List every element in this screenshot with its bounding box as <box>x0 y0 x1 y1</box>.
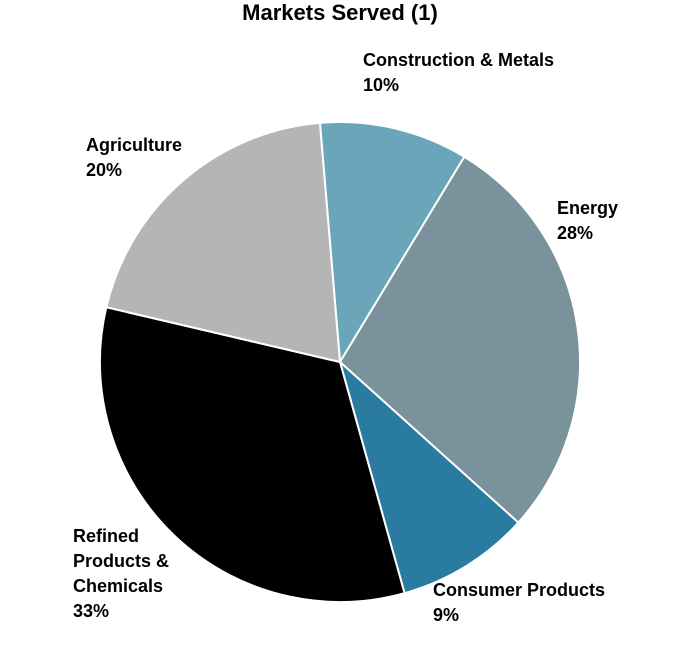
value-label: 9% <box>433 605 460 625</box>
category-label: Construction & Metals <box>363 50 555 70</box>
value-label: 20% <box>86 160 123 180</box>
slice-label: Agriculture 20% <box>86 133 182 183</box>
pie-slice <box>318 121 466 366</box>
slice-label: Refined Products & Chemicals 33% <box>73 524 203 624</box>
slice-label: Energy 28% <box>557 196 618 246</box>
pie-slice <box>338 358 520 595</box>
pie-slice <box>105 121 342 364</box>
slice-label: Construction & Metals 10% <box>363 48 554 98</box>
pie-slice <box>338 155 581 525</box>
category-label: Energy <box>557 198 619 218</box>
pie-slice <box>99 305 406 603</box>
value-label: 10% <box>363 75 400 95</box>
category-label: Agriculture <box>86 135 183 155</box>
category-label: Consumer Products <box>433 580 606 600</box>
slice-label: Consumer Products 9% <box>433 578 605 628</box>
value-label: 28% <box>557 223 594 243</box>
chart-title: Markets Served (1) <box>242 0 438 25</box>
value-label: 33% <box>73 601 110 621</box>
category-label: Refined Products & Chemicals <box>73 526 170 596</box>
